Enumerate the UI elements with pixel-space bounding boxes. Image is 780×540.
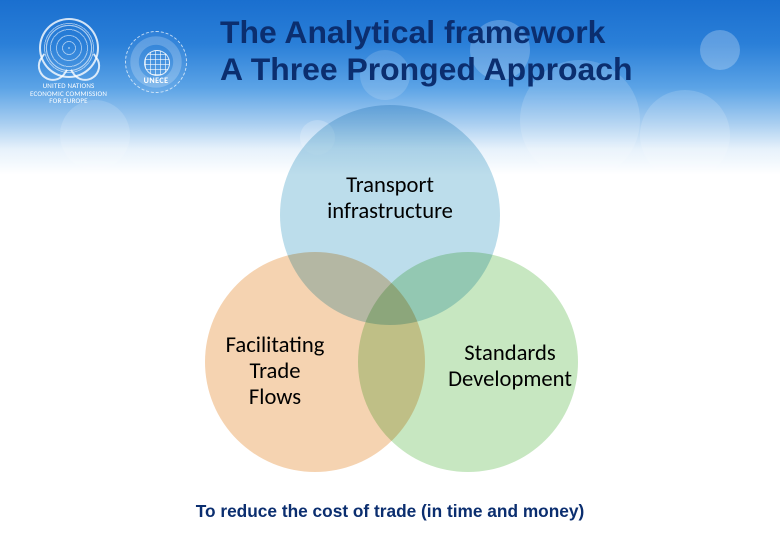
slide-caption: To reduce the cost of trade (in time and… xyxy=(0,501,780,522)
logo-row: UNITED NATIONS ECONOMIC COMMISSION FOR E… xyxy=(30,18,187,105)
unece-logo: UNECE xyxy=(125,31,187,93)
slide-title: The Analytical framework A Three Pronged… xyxy=(220,14,760,88)
title-line-2: A Three Pronged Approach xyxy=(220,51,760,88)
venn-label-left: FacilitatingTradeFlows xyxy=(185,332,365,410)
title-line-1: The Analytical framework xyxy=(220,14,760,51)
unece-badge-icon: UNECE xyxy=(125,31,187,93)
venn-label-right: StandardsDevelopment xyxy=(420,340,600,392)
un-logo: UNITED NATIONS ECONOMIC COMMISSION FOR E… xyxy=(30,18,107,105)
slide: UNITED NATIONS ECONOMIC COMMISSION FOR E… xyxy=(0,0,780,540)
un-emblem-icon xyxy=(39,18,99,78)
un-text-line3: FOR EUROPE xyxy=(49,96,87,105)
venn-label-top: Transportinfrastructure xyxy=(300,172,480,224)
un-logo-text: UNITED NATIONS ECONOMIC COMMISSION FOR E… xyxy=(30,82,107,105)
unece-label: UNECE xyxy=(144,76,169,86)
venn-diagram: Transportinfrastructure FacilitatingTrade… xyxy=(180,95,610,495)
